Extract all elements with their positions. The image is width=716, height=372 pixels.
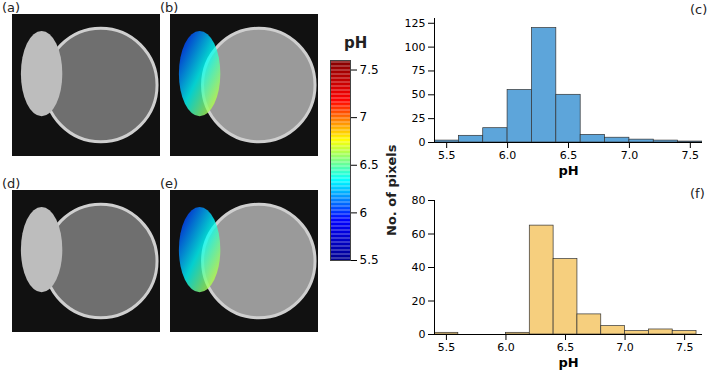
svg-text:7.0: 7.0: [616, 341, 634, 354]
svg-text:6: 6: [360, 206, 368, 220]
svg-text:pH: pH: [558, 163, 578, 178]
html-text:(c): (c): [690, 2, 708, 17]
svg-text:40: 40: [412, 261, 426, 274]
svg-text:7.5: 7.5: [676, 341, 694, 354]
svg-text:0: 0: [419, 136, 426, 149]
svg-text:5.5: 5.5: [438, 341, 456, 354]
svg-text:6.0: 6.0: [499, 149, 517, 162]
svg-text:5.5: 5.5: [360, 253, 379, 266]
svg-text:7: 7: [360, 110, 368, 124]
html-text:No. of pixels: No. of pixels: [384, 144, 399, 236]
html-text:(d): (d): [2, 176, 21, 191]
svg-text:7.5: 7.5: [682, 149, 700, 162]
svg-text:7.5: 7.5: [360, 63, 379, 77]
svg-text:50: 50: [412, 88, 426, 101]
svg-text:20: 20: [412, 295, 426, 308]
svg-text:6.0: 6.0: [497, 341, 515, 354]
svg-text:7.0: 7.0: [621, 149, 639, 162]
svg-text:pH: pH: [558, 355, 578, 370]
html-text:(e): (e): [160, 176, 179, 191]
svg-text:0: 0: [419, 328, 426, 341]
html-text:(b): (b): [160, 0, 179, 15]
svg-text:75: 75: [412, 64, 426, 77]
svg-text:6.5: 6.5: [557, 341, 575, 354]
svg-text:125: 125: [405, 17, 426, 30]
html-text:(f): (f): [690, 186, 705, 201]
svg-text:100: 100: [405, 41, 426, 54]
svg-text:25: 25: [412, 112, 426, 125]
svg-text:6.5: 6.5: [560, 149, 578, 162]
svg-text:5.5: 5.5: [438, 149, 456, 162]
svg-text:60: 60: [412, 228, 426, 241]
svg-text:6.5: 6.5: [360, 158, 379, 172]
svg-text:80: 80: [412, 194, 426, 207]
html-text:(a): (a): [2, 0, 21, 15]
html-text:pH: pH: [344, 34, 368, 52]
